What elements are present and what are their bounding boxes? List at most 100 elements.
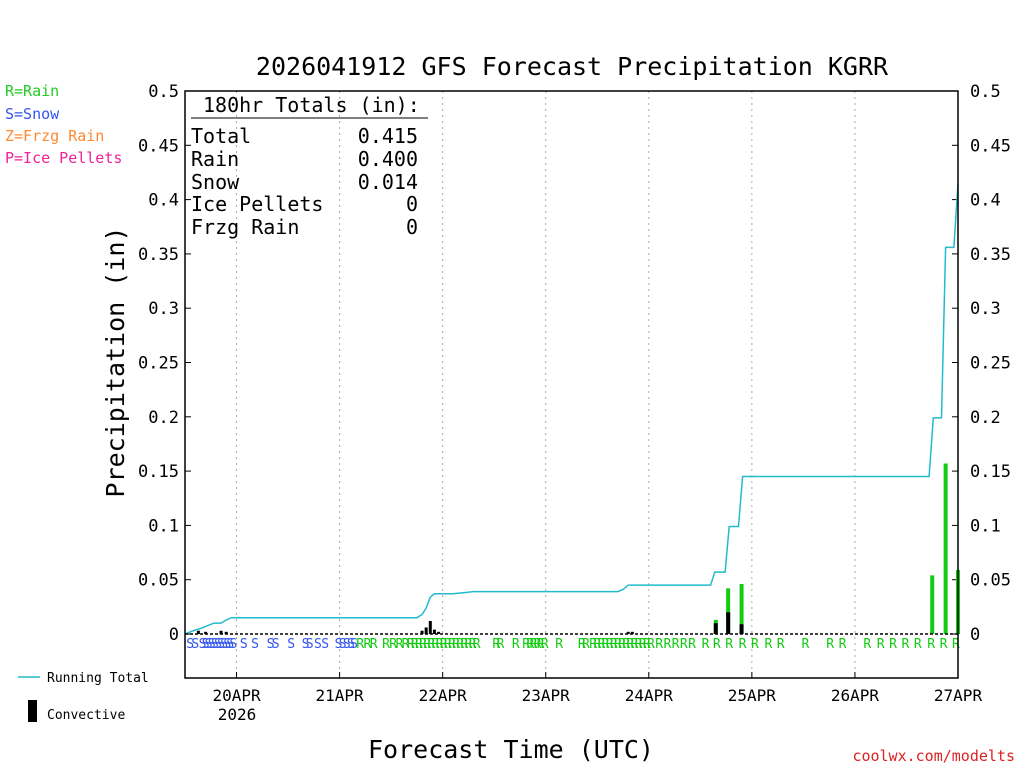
y-tick-label-right: 0.3 xyxy=(970,299,1001,319)
precip-type-marker: R xyxy=(643,637,651,652)
precip-type-marker: R xyxy=(940,637,948,652)
precip-type-marker: R xyxy=(725,637,733,652)
x-tick-label: 23APR xyxy=(522,686,571,705)
y-tick-label-left: 0.4 xyxy=(148,191,179,211)
precip-type-marker: S xyxy=(205,637,213,652)
y-tick-label-right: 0.45 xyxy=(970,136,1011,156)
precip-type-marker: S xyxy=(343,637,351,652)
precip-type-marker: S xyxy=(251,637,259,652)
precip-type-marker: R xyxy=(582,637,590,652)
x-tick-label: 22APR xyxy=(419,686,468,705)
precip-type-marker: S xyxy=(208,637,216,652)
precip-type-marker: R xyxy=(448,637,456,652)
precip-type-marker: R xyxy=(914,637,922,652)
x-axis-label: Forecast Time (UTC) xyxy=(368,735,654,764)
precip-type-marker: R xyxy=(402,637,410,652)
gridlines xyxy=(236,91,856,678)
totals-header: 180hr Totals (in): xyxy=(203,93,420,117)
convective-bars xyxy=(196,620,634,634)
y-tick-label-left: 0.1 xyxy=(148,516,179,536)
precip-type-marker: S xyxy=(214,637,222,652)
y-tick-label-right: 0.4 xyxy=(970,191,1001,211)
y-tick-label-left: 0.2 xyxy=(148,408,179,428)
precip-type-marker: S xyxy=(199,637,207,652)
precip-type-marker: R xyxy=(751,637,759,652)
precip-type-marker: R xyxy=(427,637,435,652)
precip-type-marker: R xyxy=(465,637,473,652)
x-tick-label: 21APR xyxy=(316,686,365,705)
precip-type-marker: R xyxy=(610,637,618,652)
precip-type-marker: R xyxy=(672,637,680,652)
y-tick-label-left: 0.15 xyxy=(138,462,179,482)
precip-type-marker: S xyxy=(306,637,314,652)
legend-ice-pellets: P=Ice Pellets xyxy=(5,149,122,167)
precip-type-marker: S xyxy=(350,637,358,652)
precip-type-marker: R xyxy=(839,637,847,652)
precip-type-marker: R xyxy=(469,637,477,652)
x-axis-ticks: 20APR 21APR 22APR 23APR 24APR 25APR 26APR 27APR xyxy=(212,672,982,705)
legend-snow: S=Snow xyxy=(5,105,60,123)
precip-bar xyxy=(943,463,948,634)
precip-bar xyxy=(930,575,935,634)
precip-type-marker: R xyxy=(863,637,871,652)
totals-value-frzg-rain: 0 xyxy=(406,215,418,239)
precip-type-marker: R xyxy=(395,637,403,652)
precip-type-marker: R xyxy=(606,637,614,652)
precip-type-legend: R=Rain S=Snow Z=Frzg Rain P=Ice Pellets xyxy=(5,82,122,167)
precip-type-marker: R xyxy=(655,637,663,652)
precip-type-marker: R xyxy=(777,637,785,652)
series-legend: Running Total Convective xyxy=(18,671,149,723)
precip-type-marker: R xyxy=(411,637,419,652)
x-tick-label: 24APR xyxy=(625,686,674,705)
totals-label-rain: Rain xyxy=(191,147,239,171)
precip-type-marker: S xyxy=(220,637,228,652)
precip-type-marker: R xyxy=(802,637,810,652)
precip-type-marker: S xyxy=(314,637,322,652)
precip-bar-convective-part xyxy=(726,612,731,634)
y-tick-label-left: 0.3 xyxy=(148,299,179,319)
y-tick-label-right: 0.35 xyxy=(970,245,1011,265)
convective-bar xyxy=(437,631,441,634)
precip-type-marker: R xyxy=(370,637,378,652)
convective-bar xyxy=(420,630,424,634)
y-tick-label-right: 0.15 xyxy=(970,462,1011,482)
precip-type-marker: R xyxy=(602,637,610,652)
precip-type-marker: R xyxy=(460,637,468,652)
precip-type-marker: S xyxy=(287,637,295,652)
y-tick-label-right: 0.05 xyxy=(970,571,1011,591)
precip-bar-convective-part xyxy=(713,623,718,634)
x-tick-label: 20APR xyxy=(212,686,261,705)
precip-type-marker: R xyxy=(902,637,910,652)
precip-type-marker: R xyxy=(364,637,372,652)
precip-type-marker: R xyxy=(419,637,427,652)
precip-type-marker: R xyxy=(635,637,643,652)
precip-type-marker: R xyxy=(356,637,364,652)
precip-type-marker: R xyxy=(688,637,696,652)
precip-type-marker: S xyxy=(267,637,275,652)
y-tick-label-right: 0.5 xyxy=(970,82,1001,102)
precip-type-marker: R xyxy=(622,637,630,652)
precip-type-marker: R xyxy=(452,637,460,652)
convective-bar xyxy=(424,627,428,634)
convective-bar xyxy=(204,631,208,634)
y-tick-label-right: 0 xyxy=(970,625,980,645)
precip-type-marker: R xyxy=(537,637,545,652)
y-tick-label-left: 0.35 xyxy=(138,245,179,265)
precip-type-marker: R xyxy=(389,637,397,652)
precip-type-marker: R xyxy=(952,637,960,652)
totals-value-ice-pellets: 0 xyxy=(406,192,418,216)
precip-type-marker: R xyxy=(492,637,500,652)
precip-type-marker: R xyxy=(578,637,586,652)
year-label: 2026 xyxy=(218,705,257,724)
convective-legend-label: Convective xyxy=(47,708,125,723)
precip-type-marker: R xyxy=(877,637,885,652)
convective-bar xyxy=(224,631,228,634)
precip-type-marker: R xyxy=(713,637,721,652)
precip-type-marker: R xyxy=(440,637,448,652)
precip-type-marker: S xyxy=(217,637,225,652)
totals-value-rain: 0.400 xyxy=(358,147,418,171)
precip-type-marker: S xyxy=(335,637,343,652)
precip-type-marker: S xyxy=(339,637,347,652)
y-tick-label-left: 0.45 xyxy=(138,136,179,156)
